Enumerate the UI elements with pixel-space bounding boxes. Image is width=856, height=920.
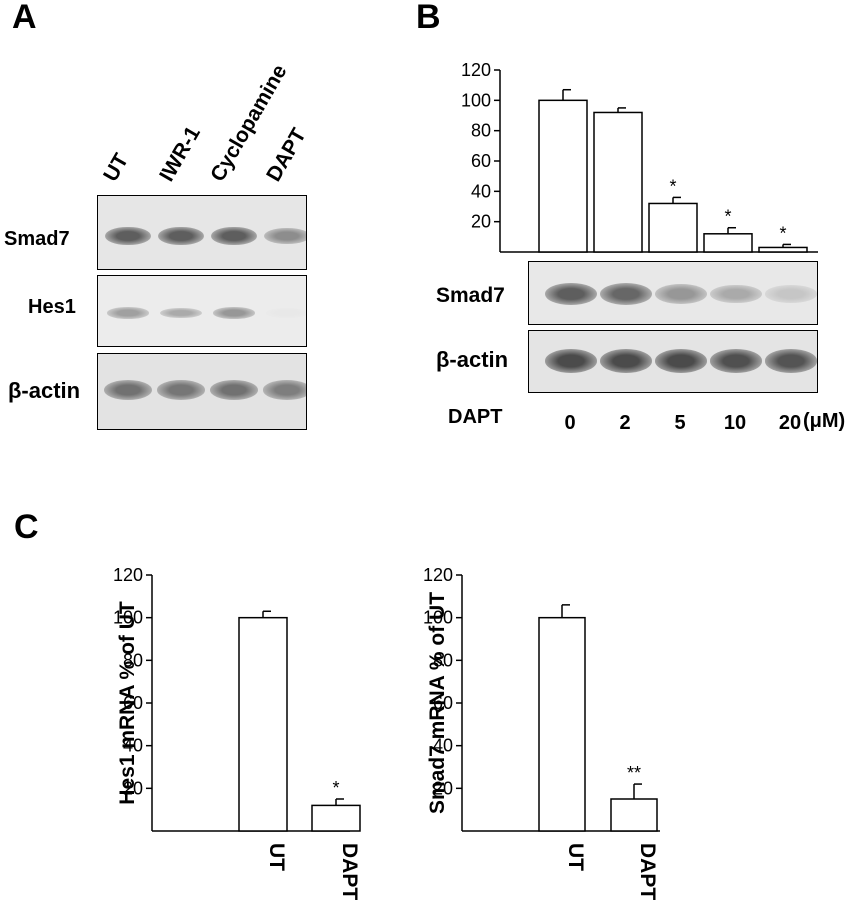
bar [648,202,698,253]
y-tick-label: 80 [433,650,453,670]
row-label-hes1: Hes1 [28,296,76,318]
y-tick-label: 60 [433,693,453,713]
x-tick-label: DAPT [338,843,361,900]
panel-b-dose-labels: 0 2 5 10 20 [564,412,801,434]
y-tick-label: 40 [433,736,453,756]
y-tick-label: 60 [471,151,491,171]
blot-band [263,380,306,400]
bar [593,111,643,253]
y-tick-label: 100 [113,608,143,628]
y-tick-label: 60 [123,693,143,713]
blot-band [545,349,597,373]
significance-mark: * [669,176,676,196]
y-tick-label: 20 [123,778,143,798]
lane-label-ut: UT [99,149,134,186]
bar [311,804,361,832]
y-tick-label: 20 [471,212,491,232]
y-tick-label: 100 [423,608,453,628]
blot-band [105,226,151,246]
blot-band [710,284,762,304]
x-tick-label: 5 [674,412,685,434]
blot-band [211,226,257,246]
y-tick-label: 100 [461,90,491,110]
bar [538,99,588,253]
panel-c-hes1-chart: 20 40 60 80 100 120 UT * DAPT Hes1 mRNA % of UT [113,565,361,900]
significance-mark: * [332,778,339,798]
bar [538,616,586,832]
blot-band [157,380,205,400]
blot-smad7 [97,195,307,270]
blot-band [107,307,149,319]
y-axis-label: Smad7 mRNA % of UT [426,592,449,814]
significance-mark: * [779,223,786,243]
row-label-smad7: Smad7 [4,228,70,250]
x-tick-label: 2 [619,412,630,434]
blot-band [600,282,652,306]
blot-band [210,380,258,400]
lane-label-dapt: DAPT [262,124,311,186]
y-tick-label: 80 [123,650,143,670]
x-tick-label: UT [265,843,288,871]
x-tick-label: 0 [564,412,575,434]
blot-band [264,227,306,245]
blot-band [266,308,306,318]
blot-band [765,285,817,303]
row-label-beta-actin: β-actin [8,378,81,403]
y-tick-label: 120 [113,565,143,585]
blot-beta-actin [97,353,307,430]
blot-band [545,282,597,306]
row-label-smad7-b: Smad7 [436,284,505,307]
treatment-label: DAPT [448,406,503,428]
blot-band [104,380,152,400]
dose-unit-label: (μM) [803,410,846,432]
panel-c-smad7-chart: 20 40 60 80 100 120 UT ** DAPT Smad7 mRNA % of UT [423,565,660,900]
bar [610,798,658,832]
blot-band [655,349,707,373]
blot-b-smad7 [528,261,818,325]
panel-b-letter: B [416,0,441,36]
blot-band [158,226,204,246]
blot-band [213,307,255,319]
x-tick-label: DAPT [636,843,659,900]
blot-hes1 [97,275,307,347]
x-tick-label: 20 [779,412,801,434]
blot-band [600,349,652,373]
blot-band [765,349,817,373]
y-tick-label: 120 [461,60,491,80]
bar [758,246,808,253]
panel-a-letter: A [12,0,37,36]
y-tick-label: 40 [123,736,143,756]
significance-mark: ** [627,763,641,783]
x-tick-label: 10 [724,412,746,434]
bar [703,233,753,253]
bar [238,616,288,832]
y-tick-label: 20 [433,778,453,798]
y-tick-label: 120 [423,565,453,585]
blot-band [710,349,762,373]
x-tick-label: UT [564,843,587,871]
row-label-beta-actin-b: β-actin [436,347,509,372]
lane-label-iwr1: IWR-1 [155,122,205,186]
blot-band [160,307,202,319]
significance-mark: * [724,207,731,227]
y-axis-label: Hes1 mRNA % of UT [116,601,139,805]
blot-b-beta-actin [528,330,818,393]
panel-b-bar-chart: 20 40 60 80 100 120 * * * [461,60,818,253]
panel-c-letter: C [14,508,39,546]
blot-band [655,284,707,304]
y-tick-label: 40 [471,181,491,201]
y-tick-label: 80 [471,121,491,141]
